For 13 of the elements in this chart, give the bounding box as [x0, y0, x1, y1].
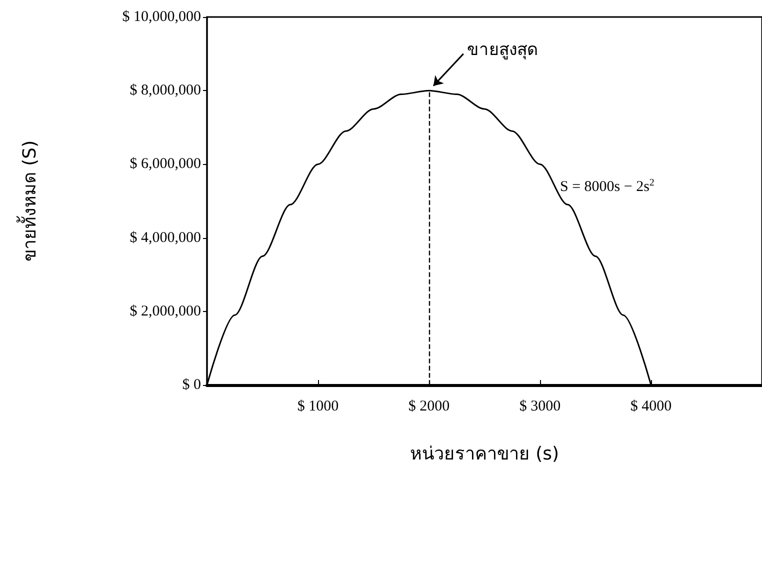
annotation: ขายสูงสุด	[466, 40, 538, 60]
x-tick-label: $ 4000	[630, 398, 672, 414]
y-tick-label: $ 8,000,000	[130, 82, 201, 99]
y-tick-label: $ 6,000,000	[130, 156, 201, 172]
x-tick-label: $ 3000	[519, 398, 561, 414]
y-tick-label: $ 2,000,000	[130, 303, 201, 320]
y-tick-label: $ 10,000,000	[122, 9, 201, 25]
y-tick-label: $ 4,000,000	[130, 230, 201, 246]
y-tick-label: $ 0	[182, 377, 201, 393]
y-axis-title: ขายทั้งหมด (S)	[16, 140, 40, 262]
x-axis-title: หน่วยราคาขาย (s)	[410, 444, 560, 464]
x-tick-label: $ 1000	[297, 398, 339, 414]
x-tick-label: $ 2000	[408, 398, 450, 414]
